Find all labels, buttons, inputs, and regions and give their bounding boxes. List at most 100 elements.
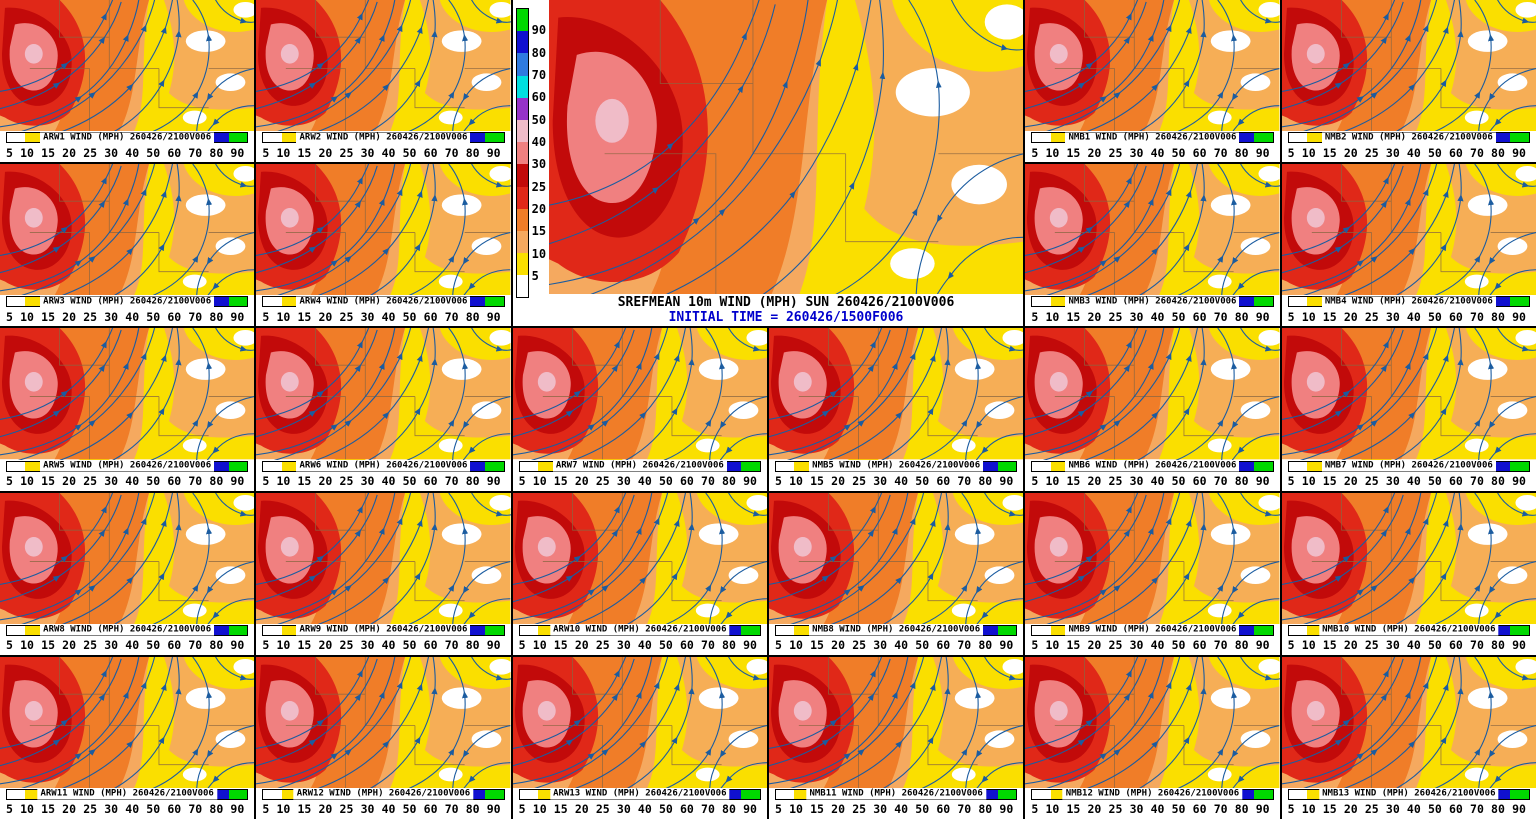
scale-tick: 20 [1343,638,1358,653]
scale-tick: 70 [957,474,972,489]
scale-tick: 30 [873,802,888,817]
scale-tick: 15 [297,802,312,817]
streamlines [1025,493,1279,624]
scale-tick: 20 [574,802,589,817]
scale-tick: 30 [104,474,119,489]
panel-labelbar: NMB5 WIND (MPH) 260426/2100V006 [768,459,1024,473]
scale-tick: 10 [1301,145,1316,160]
scale-tick: 30 [1385,474,1400,489]
scale-tick: 70 [1470,638,1484,653]
scale-tick: 60 [1448,802,1463,817]
scale-tick: 5 [774,474,782,489]
scale-tick: 80 [465,802,480,817]
panel-scale: 5 10 15 20 25 30 40 50 60 70 80 90 [0,800,255,819]
scale-tick: 30 [1129,802,1144,817]
scale-tick: 5 [518,474,526,489]
scale-tick: 25 [339,474,354,489]
wind-map-graphic [1025,656,1280,788]
scale-tick: 60 [167,802,182,817]
scale-tick: 40 [894,474,909,489]
scale-tick: 60 [167,474,182,489]
scale-tick: 15 [1322,145,1337,160]
scale-tick: 80 [1491,802,1505,817]
scale-tick: 5 [262,638,270,653]
scale-tick: 80 [209,802,224,817]
scale-tick: 50 [402,474,417,489]
member-map [1281,164,1536,296]
wind-map-graphic [548,0,1024,295]
scale-tick: 90 [1512,145,1526,160]
streamlines [1025,0,1279,131]
member-panel-arw3: ARW3 WIND (MPH) 260426/2100V006 5 10 15 20 2… [0,164,255,327]
scale-tick: 30 [873,474,888,489]
scale-tick: 25 [1364,638,1379,653]
panel-label: ARW1 WIND (MPH) 260426/2100V006 [40,132,215,144]
scale-tick: 15 [1066,638,1081,653]
streamlines [1025,657,1279,788]
scale-tick: 15 [1322,474,1337,489]
scale-tick: 5 [6,638,13,653]
main-titles: SREFMEAN 10m WIND (MPH) SUN 260426/2100V… [548,294,1024,327]
scale-tick: 30 [616,638,631,653]
scale-tick: 10 [1045,802,1060,817]
member-map [768,328,1024,460]
scale-tick: 15 [297,145,312,160]
scale-tick: 5 [774,802,782,817]
panel-scale: 5 10 15 20 25 30 40 50 60 70 80 90 [1281,144,1536,163]
scale-tick: 25 [852,802,867,817]
scale-tick: 30 [616,474,631,489]
scale-tick: 10 [1301,638,1316,653]
member-map [1281,0,1536,132]
scale-tick: 80 [1491,309,1505,324]
scale-tick: 60 [679,802,694,817]
wind-speed-legend: 90 80 70 60 50 40 30 25 20 15 10 5 [512,0,549,327]
scale-tick: 25 [1364,309,1379,324]
scale-tick: 10 [789,474,803,489]
scale-tick: 60 [1192,145,1207,160]
scale-tick: 90 [1255,309,1270,324]
scale-tick: 90 [1255,802,1270,817]
scale-tick: 40 [637,802,652,817]
member-panel-nmb6: NMB6 WIND (MPH) 260426/2100V006 5 10 15 20 2… [1025,328,1280,491]
panel-label: ARW10 WIND (MPH) 260426/2100V006 [550,624,730,636]
wind-map-graphic [1025,328,1280,460]
wind-map-graphic [1025,492,1280,624]
scale-tick: 20 [318,309,333,324]
wind-map-graphic [1025,0,1280,132]
scale-tick: 60 [1192,802,1207,817]
panel-labelbar: NMB1 WIND (MPH) 260426/2100V006 [1025,131,1280,145]
panel-labelbar: NMB11 WIND (MPH) 260426/2100V006 [768,787,1024,801]
panel-scale: 5 10 15 20 25 30 40 50 60 70 80 90 [1281,472,1536,491]
streamlines [769,328,1023,459]
scale-tick: 90 [999,474,1014,489]
panel-labelbar: ARW5 WIND (MPH) 260426/2100V006 [0,459,255,473]
scale-tick: 20 [574,474,589,489]
panel-label: NMB7 WIND (MPH) 260426/2100V006 [1321,460,1496,472]
scale-tick: 80 [465,145,480,160]
panel-scale: 5 10 15 20 25 30 40 50 60 70 80 90 [256,636,511,655]
wind-map-graphic [0,328,255,460]
member-panel-nmb9: NMB9 WIND (MPH) 260426/2100V006 5 10 15 20 2… [1025,492,1280,655]
scale-tick: 80 [1491,474,1505,489]
scale-tick: 50 [146,638,161,653]
scale-tick: 70 [701,802,715,817]
scale-tick: 30 [104,638,119,653]
panel-labelbar: ARW7 WIND (MPH) 260426/2100V006 [512,459,767,473]
panel-scale: 5 10 15 20 25 30 40 50 60 70 80 90 [1281,636,1536,655]
scale-tick: 25 [339,145,354,160]
scale-tick: 5 [1287,638,1295,653]
streamlines [1282,0,1536,131]
streamlines [0,164,254,295]
scale-tick: 25 [83,145,98,160]
scale-tick: 30 [1385,145,1400,160]
scale-tick: 80 [722,474,736,489]
panel-labelbar: ARW11 WIND (MPH) 260426/2100V006 [0,787,255,801]
streamlines [256,493,510,624]
panel-labelbar: ARW6 WIND (MPH) 260426/2100V006 [256,459,511,473]
scale-tick: 60 [679,474,694,489]
scale-tick: 10 [20,474,34,489]
scale-tick: 15 [41,309,55,324]
member-panel-arw11: ARW11 WIND (MPH) 260426/2100V006 5 10 15 20… [0,656,255,819]
scale-tick: 20 [318,145,333,160]
